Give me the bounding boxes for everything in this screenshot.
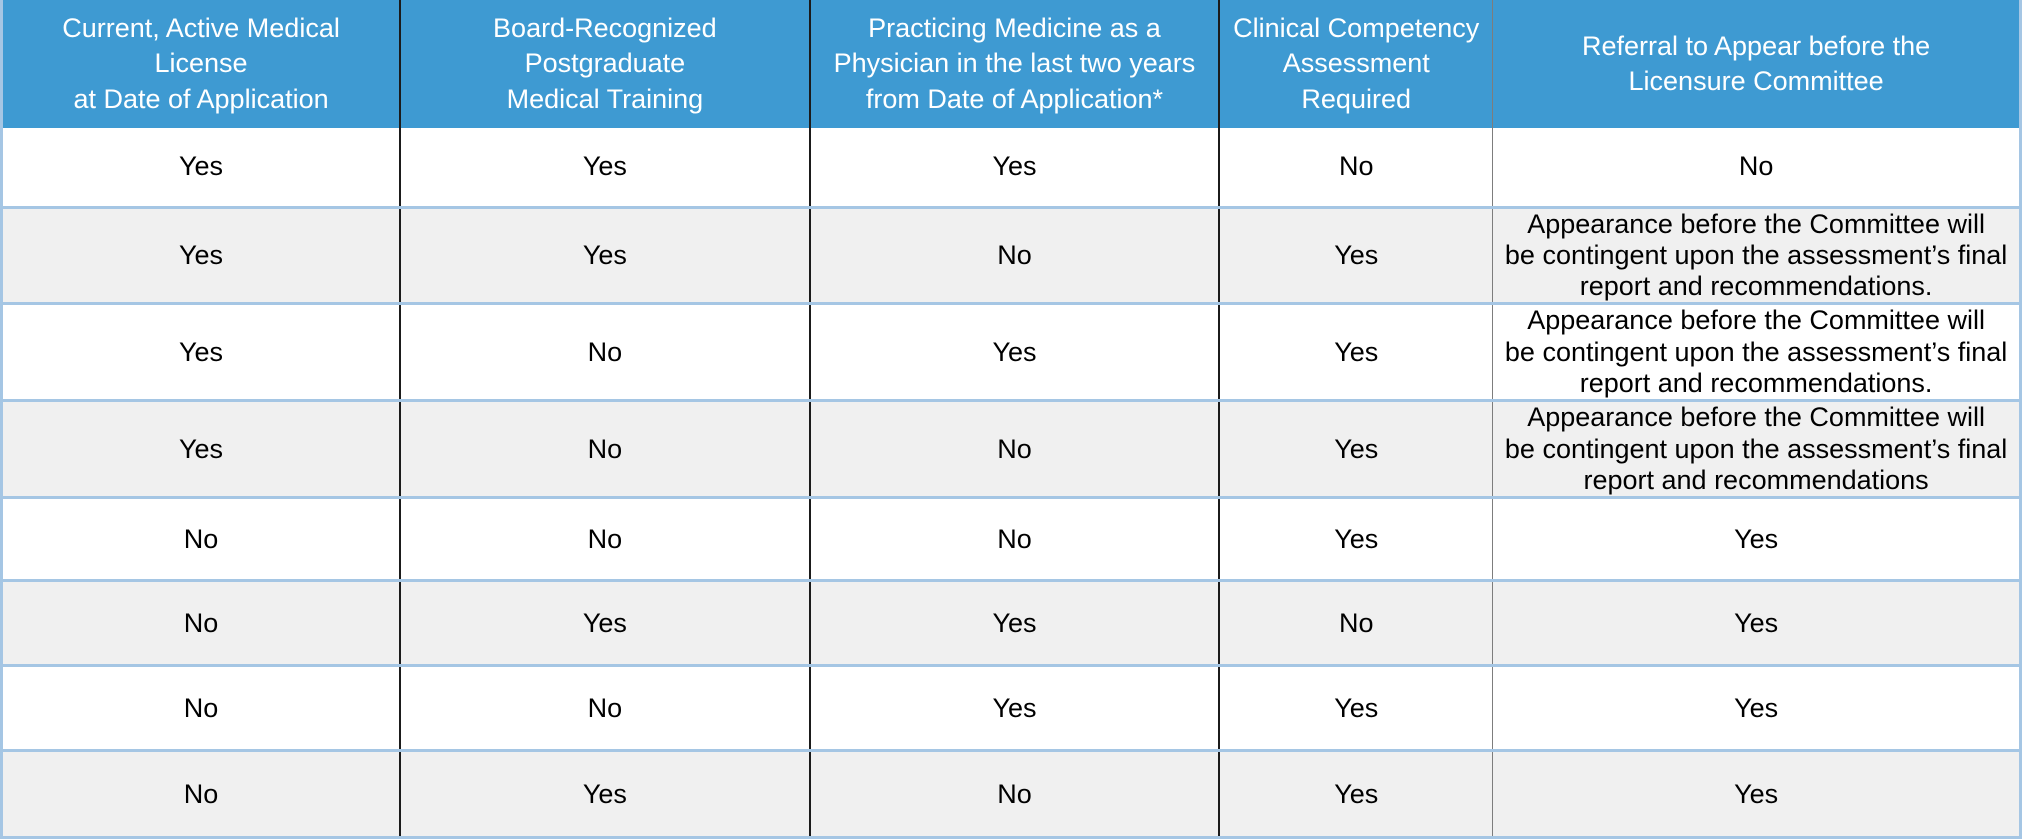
table-cell: Yes	[400, 207, 811, 304]
table-cell: No	[809, 750, 1221, 838]
table-cell: Yes	[1492, 665, 2021, 751]
table-row: Yes Yes Yes No No	[1, 128, 2021, 207]
table-cell: Yes	[809, 303, 1221, 401]
table-cell: Appearance before the Committee will be …	[1492, 400, 2021, 498]
column-header-practicing-medicine: Practicing Medicine as a Physician in th…	[809, 0, 1221, 128]
table-body: Yes Yes Yes No No Yes Yes No Yes Appeara…	[1, 128, 2021, 838]
table-cell: Yes	[1219, 207, 1494, 304]
table-cell: Yes	[809, 580, 1221, 666]
table-cell: Yes	[1219, 750, 1494, 838]
table-cell: No	[809, 497, 1221, 581]
table-cell: Yes	[400, 128, 811, 207]
table-cell: No	[1219, 128, 1494, 207]
table-cell: Yes	[1219, 665, 1494, 751]
table-cell: Yes	[400, 580, 811, 666]
table-cell: No	[809, 400, 1221, 498]
table-cell: No	[1, 750, 402, 838]
table-cell: Yes	[809, 128, 1221, 207]
column-header-referral-committee: Referral to Appear before the Licensure …	[1492, 0, 2021, 128]
column-header-medical-license: Current, Active Medical License at Date …	[1, 0, 402, 128]
table-cell: Yes	[1219, 303, 1494, 401]
column-header-competency-assessment: Clinical Competency Assessment Required	[1219, 0, 1494, 128]
table-cell: No	[1219, 580, 1494, 666]
table-row: No No Yes Yes Yes	[1, 665, 2021, 751]
table-row: No Yes Yes No Yes	[1, 580, 2021, 666]
table-cell: No	[400, 400, 811, 498]
table-cell: No	[400, 497, 811, 581]
table-header: Current, Active Medical License at Date …	[1, 0, 2021, 128]
table-cell: Yes	[809, 665, 1221, 751]
table-cell: Yes	[1, 207, 402, 304]
header-row: Current, Active Medical License at Date …	[1, 0, 2021, 128]
table-row: Yes No Yes Yes Appearance before the Com…	[1, 303, 2021, 401]
table-row: No No No Yes Yes	[1, 497, 2021, 581]
table-cell: No	[1, 497, 402, 581]
table-cell: Yes	[1, 303, 402, 401]
table-row: No Yes No Yes Yes	[1, 750, 2021, 838]
table-cell: Appearance before the Committee will be …	[1492, 303, 2021, 401]
table-cell: No	[1, 665, 402, 751]
table-cell: Appearance before the Committee will be …	[1492, 207, 2021, 304]
table-cell: No	[809, 207, 1221, 304]
table-cell: Yes	[1219, 497, 1494, 581]
table-cell: No	[400, 665, 811, 751]
column-header-postgraduate-training: Board-Recognized Postgraduate Medical Tr…	[400, 0, 811, 128]
table-cell: Yes	[1492, 497, 2021, 581]
table-row: Yes Yes No Yes Appearance before the Com…	[1, 207, 2021, 304]
table-cell: Yes	[1, 400, 402, 498]
table-cell: Yes	[1492, 750, 2021, 838]
table-row: Yes No No Yes Appearance before the Comm…	[1, 400, 2021, 498]
table-cell: No	[1, 580, 402, 666]
table-cell: Yes	[1219, 400, 1494, 498]
table-cell: No	[1492, 128, 2021, 207]
table-cell: No	[400, 303, 811, 401]
table-cell: Yes	[1, 128, 402, 207]
table-cell: Yes	[1492, 580, 2021, 666]
table-cell: Yes	[400, 750, 811, 838]
